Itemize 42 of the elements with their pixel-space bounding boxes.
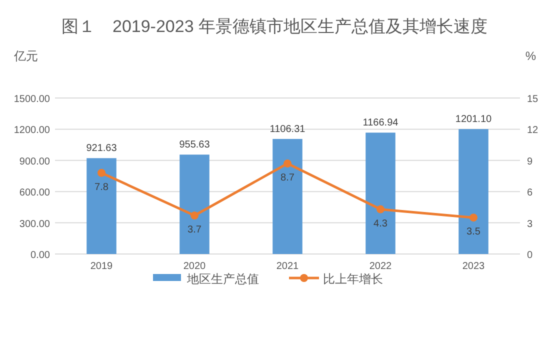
bar xyxy=(86,158,116,254)
data-label: 1166.94 xyxy=(362,118,399,129)
y2-axis-title: % xyxy=(525,49,536,63)
point xyxy=(470,214,478,222)
y2-tick-label: 3 xyxy=(527,218,533,230)
x-tick-label: 2023 xyxy=(462,261,486,272)
data-label: 1106.31 xyxy=(270,124,306,135)
x-tick-label: 2021 xyxy=(276,261,300,272)
data-label: 7.8 xyxy=(94,182,109,193)
x-tick-label: 2020 xyxy=(183,261,206,272)
legend-label: 地区生产总值 xyxy=(186,272,259,286)
point xyxy=(284,160,292,168)
x-tick-label: 2019 xyxy=(90,261,114,272)
y2-tick-label: 0 xyxy=(527,250,533,261)
point xyxy=(190,212,198,220)
y-tick-label: 0.00 xyxy=(30,250,50,261)
y-tick-label: 600.00 xyxy=(19,188,50,199)
y-axis-title: 亿元 xyxy=(13,49,38,63)
y-tick-label: 1200.00 xyxy=(14,125,50,136)
data-label: 955.63 xyxy=(179,140,210,151)
bar xyxy=(366,132,396,254)
data-label: 4.3 xyxy=(374,218,388,230)
data-label: 3.5 xyxy=(466,226,481,238)
y2-tick-label: 6 xyxy=(527,188,533,199)
data-label: 3.7 xyxy=(188,224,202,236)
bar xyxy=(458,129,488,254)
y2-tick-label: 12 xyxy=(527,125,539,136)
y-tick-label: 1500.00 xyxy=(14,94,50,105)
bar xyxy=(180,154,210,254)
legend-label: 比上年增长 xyxy=(323,272,383,286)
chart-title: 图１ 2019-2023 年景德镇市地区生产总值及其增长速度 xyxy=(61,17,488,36)
data-label: 921.63 xyxy=(86,143,118,154)
y2-tick-label: 15 xyxy=(527,94,539,105)
y2-tick-label: 9 xyxy=(527,156,533,168)
y-tick-label: 300.00 xyxy=(19,218,50,230)
point xyxy=(376,205,384,214)
data-label: 1201.10 xyxy=(455,114,492,126)
data-label: 8.7 xyxy=(280,172,295,184)
bar xyxy=(272,138,302,254)
point xyxy=(98,168,106,177)
y-tick-label: 900.00 xyxy=(19,156,50,168)
x-tick-label: 2022 xyxy=(369,261,392,272)
